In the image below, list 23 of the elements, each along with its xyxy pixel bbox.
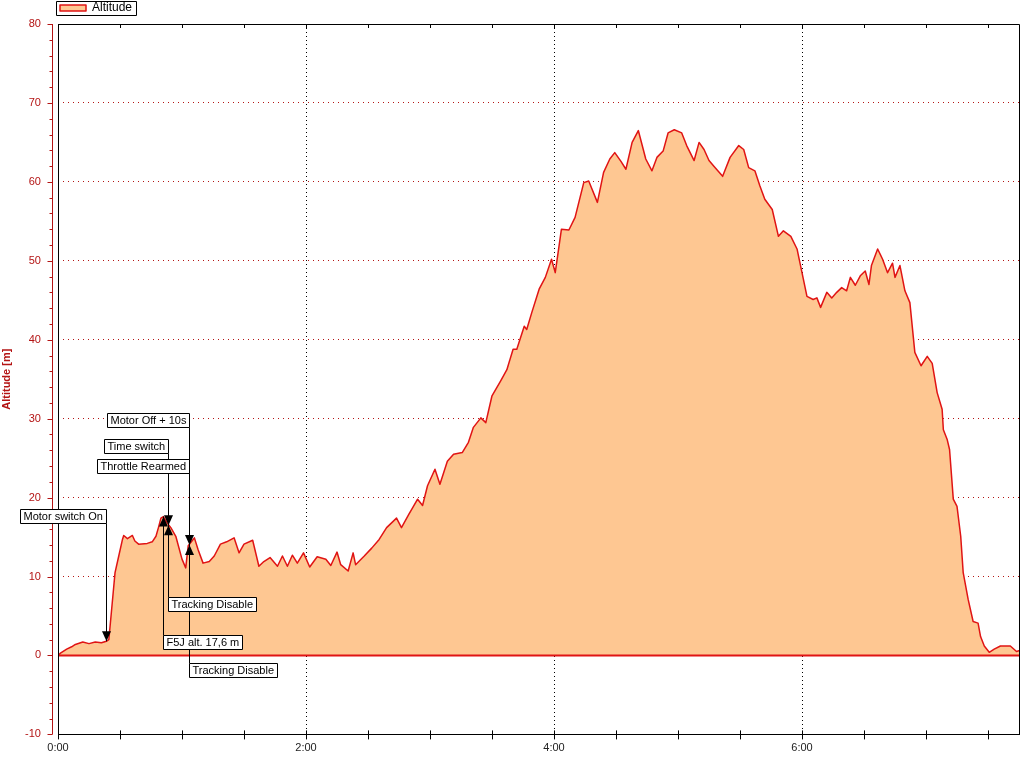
y-tick-label: 60 [28,174,41,187]
y-tick-label: 20 [28,490,41,503]
annotation: Throttle Rearmed [100,460,187,473]
y-tick-label: 30 [28,411,41,424]
y-tick-label: 70 [28,95,41,108]
x-tick-label: 6:00 [791,741,813,754]
x-tick-label: 0:00 [47,741,69,754]
legend-label: Altitude [92,0,133,15]
annotation: Motor switch On [23,510,103,523]
annotation: F5J alt. 17,6 m [166,636,240,649]
y-tick-label: 80 [28,17,41,30]
y-tick-label: 10 [28,569,41,582]
x-tick-label: 2:00 [295,741,317,754]
annotation: Time switch [107,440,166,453]
annotation: Tracking Disable [171,598,254,611]
y-tick-label: 50 [28,253,41,266]
y-tick-label: 0 [34,648,41,661]
y-axis-title: Altitude [m] [0,348,12,410]
y-tick-label: -10 [25,727,41,740]
y-tick-label: 40 [28,332,41,345]
x-tick-label: 4:00 [543,741,565,754]
annotation: Motor Off + 10s [110,414,187,427]
annotation: Tracking Disable [192,664,275,677]
